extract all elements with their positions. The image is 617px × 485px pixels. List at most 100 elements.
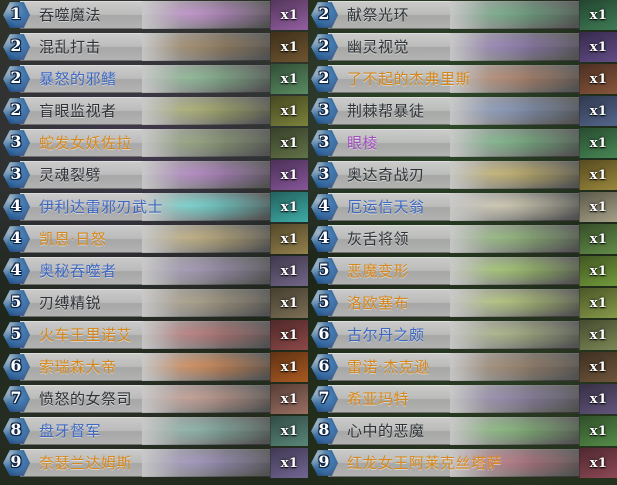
card-count-badge: x1 bbox=[270, 192, 308, 222]
card-count-value: x1 bbox=[280, 359, 299, 375]
deck-card-row[interactable]: 6 雷诺·杰克逊 x1 bbox=[308, 352, 617, 382]
deck-card-row[interactable]: 5 洛欧塞布 x1 bbox=[308, 288, 617, 318]
card-name: 蛇发女妖佐拉 bbox=[39, 133, 133, 152]
mana-cost-value: 4 bbox=[10, 260, 22, 279]
card-count-value: x1 bbox=[280, 199, 299, 215]
mana-cost-gem: 8 bbox=[309, 416, 339, 446]
card-count-value: x1 bbox=[589, 231, 608, 247]
deck-card-row[interactable]: 6 古尔丹之颇 x1 bbox=[308, 320, 617, 350]
card-name: 心中的恶魔 bbox=[347, 421, 425, 440]
card-count-badge: x1 bbox=[270, 320, 308, 350]
card-art-thumbnail bbox=[450, 129, 579, 157]
mana-cost-gem: 3 bbox=[309, 160, 339, 190]
card-count-value: x1 bbox=[280, 231, 299, 247]
mana-cost-gem: 3 bbox=[309, 96, 339, 126]
mana-cost-gem: 3 bbox=[1, 160, 31, 190]
deck-card-row[interactable]: 8 心中的恶魔 x1 bbox=[308, 416, 617, 446]
card-art-thumbnail bbox=[141, 33, 271, 61]
card-name: 雷诺·杰克逊 bbox=[347, 357, 430, 376]
deck-card-row[interactable]: 5 恶魔变形 x1 bbox=[308, 256, 617, 286]
deck-card-row[interactable]: 3 荆棘帮暴徒 x1 bbox=[308, 96, 617, 126]
mana-cost-value: 2 bbox=[10, 100, 22, 119]
deck-column-right: 2 献祭光环 x1 2 幽灵视觉 x1 2 了不起的杰弗里斯 x1 3 荆棘帮暴徒 x1 3 眼棱 x1 3 奥… bbox=[308, 0, 617, 485]
deck-card-row[interactable]: 3 蛇发女妖佐拉 x1 bbox=[0, 128, 308, 158]
deck-card-row[interactable]: 2 献祭光环 x1 bbox=[308, 0, 617, 30]
mana-gem-facet-highlight bbox=[311, 226, 338, 252]
deck-card-row[interactable]: 2 混乱打击 x1 bbox=[0, 32, 308, 62]
card-count-value: x1 bbox=[589, 39, 608, 55]
card-art-thumbnail bbox=[141, 417, 271, 445]
card-art-thumbnail bbox=[450, 257, 579, 285]
card-count-value: x1 bbox=[589, 359, 608, 375]
mana-cost-gem: 6 bbox=[309, 352, 339, 382]
deck-card-row[interactable]: 5 刃缚精锐 x1 bbox=[0, 288, 308, 318]
deck-card-row[interactable]: 6 索瑞森大帝 x1 bbox=[0, 352, 308, 382]
card-count-value: x1 bbox=[280, 423, 299, 439]
card-art-thumbnail bbox=[450, 321, 579, 349]
card-name: 献祭光环 bbox=[347, 5, 410, 24]
card-count-value: x1 bbox=[280, 263, 299, 279]
card-count-value: x1 bbox=[589, 103, 608, 119]
card-name: 眼棱 bbox=[347, 133, 379, 152]
mana-cost-value: 2 bbox=[10, 68, 22, 87]
mana-cost-value: 5 bbox=[318, 292, 330, 311]
mana-cost-value: 6 bbox=[10, 356, 22, 375]
card-name: 奥达奇战刃 bbox=[347, 165, 425, 184]
card-art-thumbnail bbox=[141, 353, 271, 381]
card-art-thumbnail bbox=[141, 289, 271, 317]
deck-card-row[interactable]: 2 盲眼监视者 x1 bbox=[0, 96, 308, 126]
mana-cost-value: 2 bbox=[318, 68, 330, 87]
deck-column-left: 1 吞噬魔法 x1 2 混乱打击 x1 2 暴怒的邪鳍 x1 2 盲眼监视者 x1 3 蛇发女妖佐拉 x1 3… bbox=[0, 0, 308, 485]
mana-cost-gem: 9 bbox=[309, 448, 339, 478]
deck-card-row[interactable]: 7 希亚玛特 x1 bbox=[308, 384, 617, 414]
card-name: 暴怒的邪鳍 bbox=[39, 69, 117, 88]
deck-card-row[interactable]: 4 厄运信天翁 x1 bbox=[308, 192, 617, 222]
card-name: 吞噬魔法 bbox=[39, 5, 102, 24]
card-art-thumbnail bbox=[141, 129, 271, 157]
mana-cost-gem: 5 bbox=[1, 288, 31, 318]
card-name: 盘牙督军 bbox=[39, 421, 102, 440]
mana-cost-value: 4 bbox=[318, 228, 330, 247]
mana-gem-facet-highlight bbox=[311, 450, 338, 476]
mana-cost-value: 5 bbox=[10, 292, 22, 311]
card-count-value: x1 bbox=[589, 263, 608, 279]
deck-card-row[interactable]: 3 灵魂裂劈 x1 bbox=[0, 160, 308, 190]
card-count-badge: x1 bbox=[270, 352, 308, 382]
deck-card-row[interactable]: 5 火车王里诺艾 x1 bbox=[0, 320, 308, 350]
card-count-badge: x1 bbox=[579, 160, 617, 190]
deck-card-row[interactable]: 4 伊利达雷邪刃武士 x1 bbox=[0, 192, 308, 222]
card-count-value: x1 bbox=[589, 391, 608, 407]
deck-card-row[interactable]: 2 幽灵视觉 x1 bbox=[308, 32, 617, 62]
card-count-badge: x1 bbox=[579, 320, 617, 350]
mana-gem-facet-highlight bbox=[311, 130, 338, 156]
deck-card-row[interactable]: 3 奥达奇战刃 x1 bbox=[308, 160, 617, 190]
card-name: 幽灵视觉 bbox=[347, 37, 410, 56]
mana-cost-value: 9 bbox=[318, 452, 330, 471]
card-name: 凯恩·日怒 bbox=[39, 229, 107, 248]
deck-card-row[interactable]: 2 暴怒的邪鳍 x1 bbox=[0, 64, 308, 94]
card-count-value: x1 bbox=[280, 391, 299, 407]
deck-card-row[interactable]: 9 奈瑟兰达姆斯 x1 bbox=[0, 448, 308, 478]
deck-card-row[interactable]: 9 红龙女王阿莱克丝塔萨 x1 bbox=[308, 448, 617, 478]
deck-card-row[interactable]: 4 灰舌将领 x1 bbox=[308, 224, 617, 254]
mana-cost-value: 5 bbox=[10, 324, 22, 343]
card-count-badge: x1 bbox=[579, 224, 617, 254]
mana-gem-facet-highlight bbox=[311, 322, 338, 348]
card-name: 希亚玛特 bbox=[347, 389, 410, 408]
deck-card-row[interactable]: 4 奥秘吞噬者 x1 bbox=[0, 256, 308, 286]
deck-card-row[interactable]: 7 愤怒的女祭司 x1 bbox=[0, 384, 308, 414]
card-name: 洛欧塞布 bbox=[347, 293, 410, 312]
deck-card-row[interactable]: 2 了不起的杰弗里斯 x1 bbox=[308, 64, 617, 94]
card-name: 恶魔变形 bbox=[347, 261, 410, 280]
mana-cost-gem: 2 bbox=[309, 32, 339, 62]
mana-gem-facet-highlight bbox=[311, 194, 338, 220]
deck-card-row[interactable]: 8 盘牙督军 x1 bbox=[0, 416, 308, 446]
deck-card-row[interactable]: 1 吞噬魔法 x1 bbox=[0, 0, 308, 30]
card-count-badge: x1 bbox=[579, 192, 617, 222]
deck-card-row[interactable]: 4 凯恩·日怒 x1 bbox=[0, 224, 308, 254]
mana-cost-value: 3 bbox=[318, 132, 330, 151]
mana-cost-value: 2 bbox=[318, 36, 330, 55]
mana-cost-gem: 4 bbox=[1, 192, 31, 222]
deck-card-row[interactable]: 3 眼棱 x1 bbox=[308, 128, 617, 158]
